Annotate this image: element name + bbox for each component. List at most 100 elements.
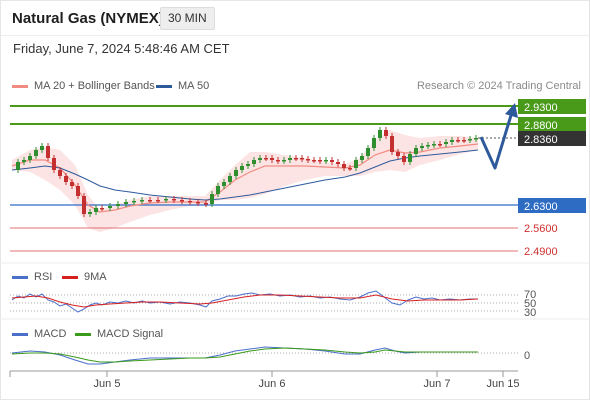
candle-body [474,138,478,140]
candle-body [426,145,430,147]
legend-swatch [62,275,78,279]
candle-body [70,182,74,186]
candle-body [402,156,406,162]
x-label-jun5: Jun 5 [94,378,121,390]
candle-body [240,166,244,170]
price-label-2.8800: 2.8800 [518,117,586,132]
candle-body [180,200,184,202]
instrument-title: Natural Gas (NYMEX) [12,10,164,27]
candle-body [76,186,80,196]
candle-body [324,160,328,162]
legend-macd: MACD [12,328,66,340]
candle-body [276,160,280,162]
price-label-2.4900: 2.4900 [524,246,558,258]
candle-body [330,160,334,162]
legend-swatch [12,84,28,88]
candle-body [82,196,86,214]
candle-body [300,158,304,160]
candle-body [172,199,176,201]
candle-body [318,160,322,162]
candle-body [46,146,50,158]
candle-body [336,162,340,164]
x-label-jun7: Jun 7 [424,378,451,390]
svg-text:2.8800: 2.8800 [524,120,558,132]
candle-body [372,138,376,148]
candle-body [264,158,268,160]
candle-body [456,140,460,142]
candle-body [140,200,144,202]
candle-body [288,158,292,160]
legend-label: MACD Signal [97,328,164,340]
candle-body [462,140,466,142]
price-label-2.6300: 2.6300 [518,198,586,213]
legend-swatch [12,275,28,279]
candles [16,127,478,217]
candle-body [210,194,214,204]
candle-body [64,176,68,182]
candle-body [88,212,92,214]
candle-body [204,203,208,205]
candle-body [420,146,424,148]
candle-body [294,158,298,160]
candle-body [196,202,200,204]
candle-body [164,199,168,201]
svg-text:2.6300: 2.6300 [524,201,558,213]
price-label-2.5600: 2.5600 [524,223,558,235]
legend-label: MA 20 + Bollinger Bands [34,80,155,92]
legend-ma20-bollinger: MA 20 + Bollinger Bands [12,80,155,92]
svg-text:2.9300: 2.9300 [524,102,558,114]
legend-label: MACD [34,328,67,340]
candle-body [156,200,160,202]
legend-label: 9MA [84,271,107,283]
candle-body [282,160,286,162]
rsi-tick-50: 50 [524,298,536,310]
rsi-tick-70: 70 [524,289,536,301]
candle-body [34,150,38,156]
candle-body [52,158,56,170]
chart-header: Natural Gas (NYMEX) 30 MIN [0,0,590,36]
candle-body [22,160,26,162]
candle-body [444,142,448,144]
candle-body [270,158,274,160]
candle-body [100,208,104,210]
candle-body [384,130,388,136]
timeframe-button[interactable]: 30 MIN [160,7,215,30]
legend-swatch [12,332,28,336]
candle-body [116,204,120,206]
candle-body [312,160,316,162]
legend-label: MA 50 [178,80,210,92]
rsi-9ma-line [11,294,479,308]
candle-body [28,156,32,160]
candle-body [108,206,112,208]
candle-body [306,159,310,161]
candle-body [16,162,20,170]
candle-body [222,182,226,186]
macd-tick-0: 0 [524,350,530,362]
legend-macd-signal: MACD Signal [75,328,163,340]
candle-body [40,146,44,150]
forecast-arrow [479,111,514,170]
candle-body [378,130,382,138]
candle-body [432,144,436,146]
candle-body [396,152,400,156]
ma50-line [11,149,479,201]
rsi-tick-30: 30 [524,307,536,319]
candle-body [148,200,152,202]
legend-swatch [75,332,91,336]
candle-body [228,176,232,182]
legend-ma50: MA 50 [156,80,209,92]
price-label-2.8360: 2.8360 [518,131,586,146]
candle-body [132,201,136,203]
candle-body [468,139,472,141]
candle-body [234,170,238,176]
price-label-2.9300: 2.9300 [518,99,586,114]
candle-body [188,201,192,203]
candle-body [390,136,394,152]
candle-body [246,164,250,166]
candle-body [252,160,256,164]
macd-line [11,346,478,365]
candle-body [414,148,418,154]
x-label-jun15: Jun 15 [486,378,519,390]
macd-signal-line [11,347,478,363]
